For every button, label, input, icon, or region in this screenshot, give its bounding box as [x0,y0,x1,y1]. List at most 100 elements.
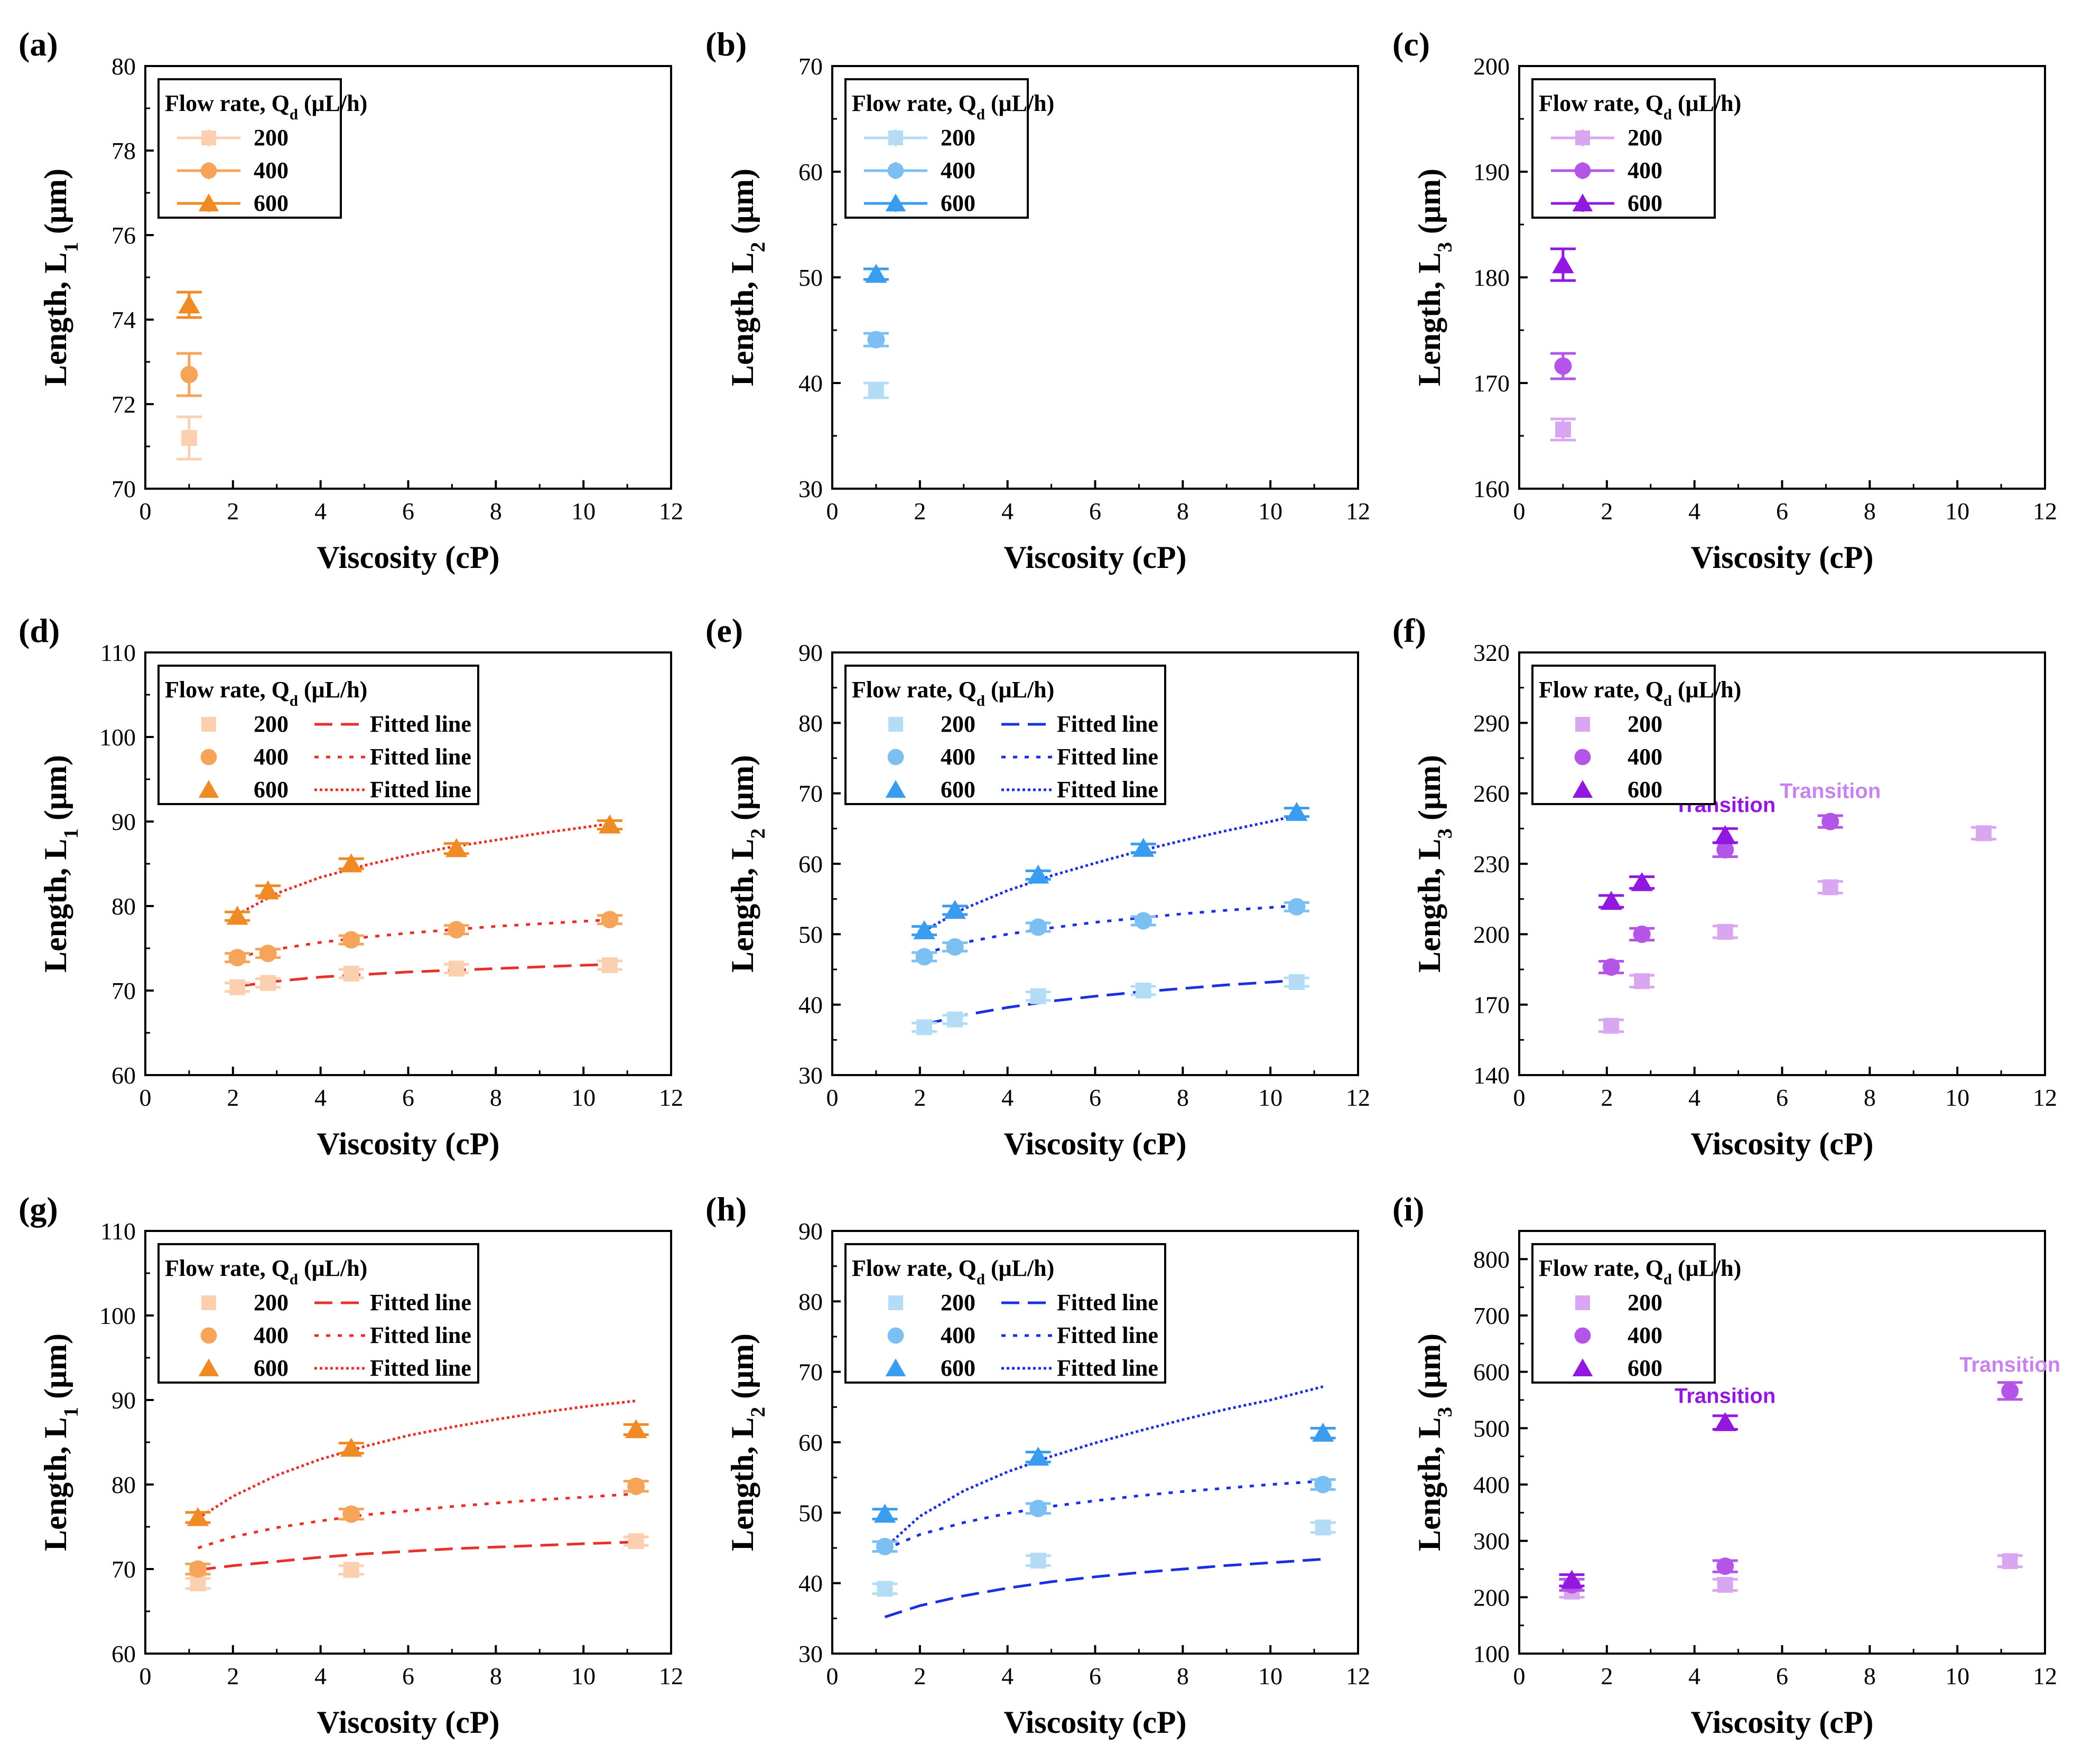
x-tick-label: 4 [1001,1084,1014,1111]
legend-label-200: 200 [1628,125,1662,151]
y-tick-label: 170 [1473,370,1510,397]
data-point-200 [1288,974,1305,990]
legend-label-400: 400 [941,744,975,770]
data-point-200 [1030,1553,1046,1569]
fit-line-200 [884,1557,1323,1619]
legend-marker-600 [1572,1358,1593,1377]
legend-label-200: 200 [1628,1290,1662,1315]
x-tick-label: 6 [402,1084,414,1111]
data-point-200 [448,960,464,977]
chart-panel-b: (b) 0 2 4 6 8 10 12 30 40 50 60 70 Viscosity (cP) Leng… [705,25,1370,575]
panel-label: (d) [18,612,60,649]
legend-label-200: 200 [941,125,975,151]
x-tick-label: 10 [571,1084,596,1111]
data-point-400 [1554,357,1572,375]
data-point-400 [876,1537,894,1555]
legend-label-200: 200 [254,125,289,151]
y-tick-label: 70 [798,780,823,807]
legend-label-400: 400 [254,157,289,183]
fit-line-400 [237,918,615,958]
y-tick-label: 78 [111,137,136,164]
x-tick-label: 2 [914,1663,926,1690]
fit-line-600 [923,813,1302,932]
x-tick-label: 8 [490,1084,502,1111]
y-tick-label: 70 [111,1556,136,1583]
x-tick-label: 8 [1177,1663,1189,1690]
y-axis-label: Length, L3 (μm) [1412,755,1456,973]
x-tick-label: 6 [402,498,414,525]
x-tick-label: 10 [571,498,596,525]
data-point-600 [257,880,279,900]
data-point-600 [625,1419,647,1439]
data-point-600 [1560,1570,1583,1589]
transition-annotation: Transition [1959,1354,2060,1377]
legend-label-400: 400 [1628,744,1662,770]
fit-line-200 [237,963,615,988]
y-tick-label: 170 [1473,992,1510,1019]
plot-data [872,1385,1336,1619]
legend-marker-200 [888,1295,903,1310]
legend-fitted-label: Fitted line [370,1355,471,1381]
legend: Flow rate, Qd (μL/h)200 400 600 [1531,1243,1741,1384]
y-tick-label: 90 [111,1387,136,1414]
plot-data [225,814,622,995]
panel-label: (h) [705,1190,747,1228]
x-tick-label: 10 [1258,1663,1282,1690]
legend-marker-200 [888,130,903,145]
legend-box [1531,1243,1716,1384]
x-tick-label: 6 [1089,1663,1101,1690]
x-tick-label: 0 [1513,498,1526,525]
x-tick-label: 2 [227,1663,239,1690]
y-tick-label: 70 [111,977,136,1004]
data-point-600 [178,294,200,314]
y-tick-label: 200 [1473,53,1510,80]
y-tick-label: 90 [111,808,136,835]
legend-fitted-label: Fitted line [370,1290,471,1315]
transition-annotation: Transition [1675,1384,1775,1407]
x-tick-label: 2 [914,498,926,525]
x-tick-label: 4 [1001,498,1014,525]
y-tick-label: 320 [1473,639,1510,666]
legend-label-400: 400 [941,157,975,183]
legend-marker-400 [887,749,904,766]
y-tick-label: 700 [1473,1302,1510,1329]
x-tick-label: 12 [659,1663,683,1690]
legend-box [157,1243,479,1384]
legend-label-200: 200 [254,711,289,737]
data-point-400 [1029,1499,1047,1517]
data-point-600 [599,814,621,834]
y-tick-label: 300 [1473,1528,1510,1555]
plot-data [1598,813,1996,1034]
data-point-400 [1633,925,1651,943]
x-tick-label: 10 [1945,498,1969,525]
x-tick-label: 12 [1346,498,1370,525]
data-point-400 [867,331,885,349]
x-tick-label: 12 [659,498,683,525]
y-tick-label: 60 [111,1640,136,1667]
y-tick-label: 110 [100,1218,136,1245]
legend-marker-400 [1574,162,1591,179]
plot-data [863,264,889,399]
x-tick-label: 2 [227,1084,239,1111]
x-tick-label: 8 [490,1663,502,1690]
legend-label-400: 400 [254,744,289,770]
chart-panel-d: (d) 0 2 4 6 8 10 12 60 70 80 90 100 110 Viscosity (cP)… [18,612,683,1161]
fit-line-600 [197,1399,636,1520]
x-tick-label: 8 [1864,1084,1876,1111]
legend-label-200: 200 [254,1290,289,1315]
legend-fitted-label: Fitted line [370,711,471,737]
data-point-600 [1600,891,1622,910]
data-point-600 [873,1504,896,1523]
legend-box [1531,78,1716,219]
data-point-400 [342,931,360,949]
fit-line-400 [197,1492,636,1550]
y-axis-label: Length, L1 (μm) [38,755,82,973]
legend-label-200: 200 [941,711,975,737]
x-tick-label: 10 [1945,1663,1969,1690]
legend-label-400: 400 [254,1322,289,1348]
x-tick-label: 0 [826,498,839,525]
data-point-200 [343,966,359,982]
legend-fitted-label: Fitted line [1057,777,1158,802]
chart-panel-e: (e) 0 2 4 6 8 10 12 30 40 50 60 70 80 90 Viscosity (cP)… [705,612,1370,1161]
chart-panel-g: (g) 0 2 4 6 8 10 12 60 70 80 90 100 110 Viscosity (cP)… [18,1190,683,1740]
